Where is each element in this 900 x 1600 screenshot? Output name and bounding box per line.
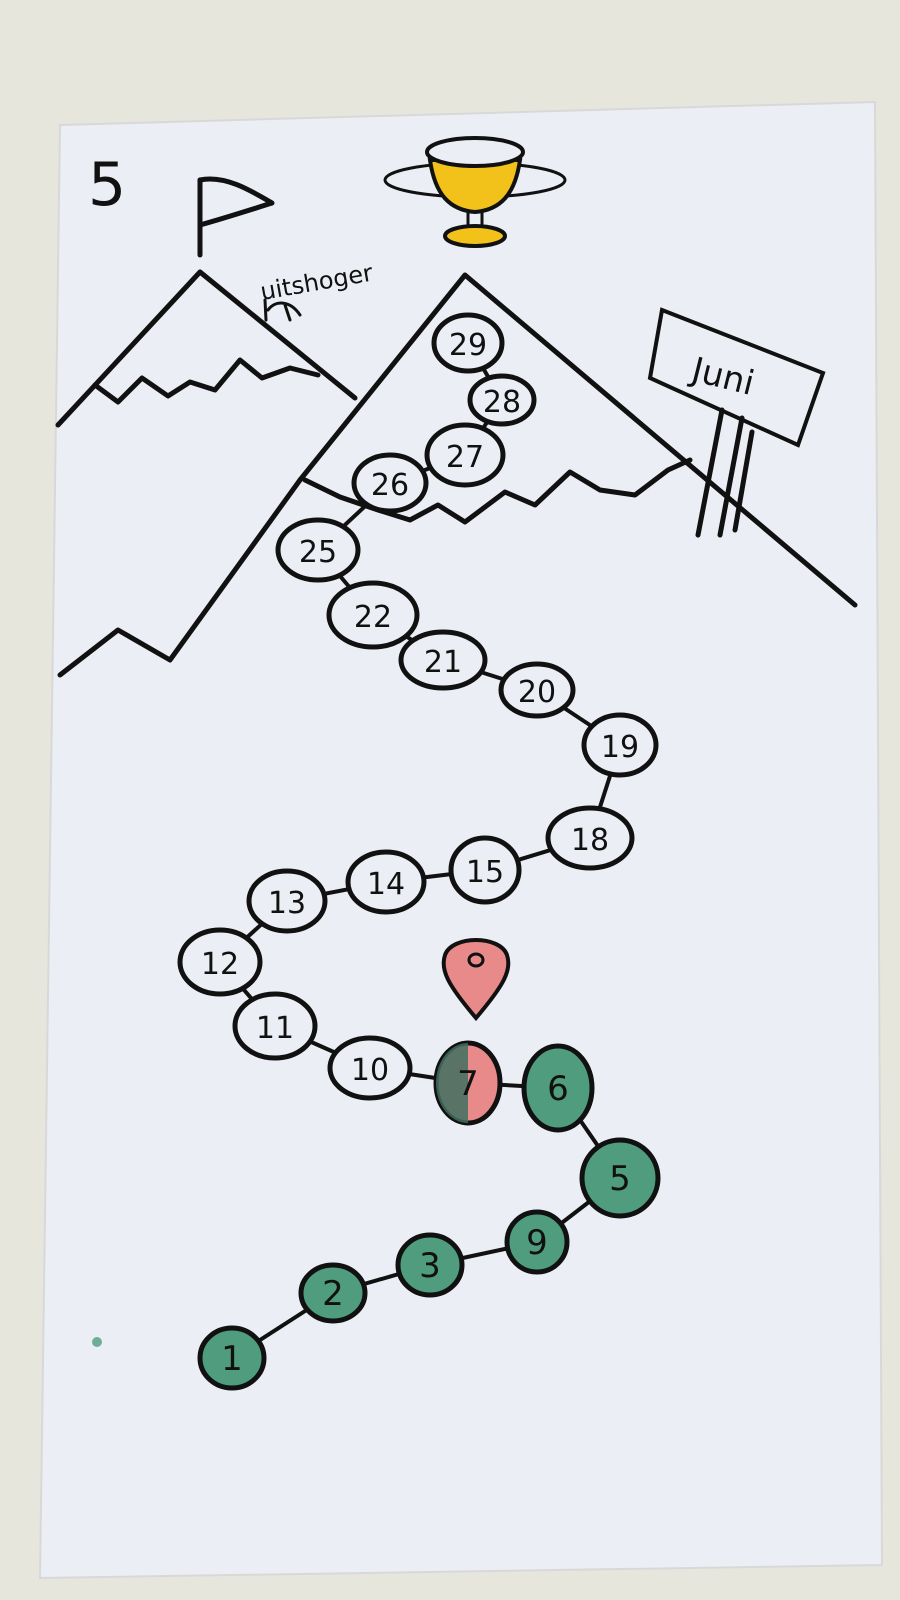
path-step: 10	[327, 1035, 413, 1101]
signpost-icon: Juni	[647, 307, 826, 538]
path-step-label: 9	[526, 1223, 548, 1263]
path-step-circle	[275, 517, 361, 583]
path-step-circle	[398, 629, 488, 691]
path-step: 9	[504, 1209, 570, 1275]
path-step: 2	[298, 1262, 368, 1324]
path-step-circle	[579, 1137, 661, 1219]
path-step-circle	[345, 849, 427, 915]
path-step-circle	[351, 452, 429, 514]
path-step-label: 3	[419, 1246, 441, 1286]
path-step-circle	[498, 661, 576, 719]
path-step-circle	[521, 1043, 595, 1133]
path-step: 22	[326, 580, 420, 650]
path-step: 18	[545, 805, 635, 871]
path-step: 1	[197, 1325, 267, 1391]
path-step-label: 18	[571, 823, 609, 858]
path-step: 5	[579, 1137, 661, 1219]
path-step: 25	[275, 517, 361, 583]
map-pin-icon	[441, 938, 511, 1022]
trophy-icon	[383, 136, 567, 248]
path-step: 20	[498, 661, 576, 719]
path-step-label: 19	[601, 730, 639, 765]
path-step-label: 14	[367, 867, 405, 902]
path-step-circle	[298, 1262, 368, 1324]
path-step-label: 29	[449, 328, 487, 363]
path-step-label: 1	[221, 1339, 243, 1379]
path-step: 13	[246, 868, 328, 934]
path-step-circle	[197, 1325, 267, 1391]
path-step-label: 7	[457, 1064, 479, 1104]
path-step-label: 27	[446, 440, 484, 475]
path-step: 7	[433, 1040, 503, 1126]
path-step-circle	[395, 1232, 465, 1298]
path-step: 26	[351, 452, 429, 514]
flag-icon	[197, 176, 275, 258]
path-step-label: 10	[351, 1053, 389, 1088]
path-step-label: 11	[256, 1011, 294, 1046]
path-step-circle	[246, 868, 328, 934]
path-step-circle	[327, 1035, 413, 1101]
path-step: 29	[431, 312, 505, 374]
scribble-mark	[263, 298, 302, 322]
path-step-circle	[431, 312, 505, 374]
path-step-circle	[232, 991, 318, 1061]
path-step-label: 15	[466, 855, 504, 890]
path-step-circle	[467, 373, 537, 427]
path-step: 11	[232, 991, 318, 1061]
path-step: 28	[467, 373, 537, 427]
path-step-label: 13	[268, 886, 306, 921]
path-step-label: 28	[483, 385, 521, 420]
path-step-circle	[448, 835, 522, 905]
path-step: 3	[395, 1232, 465, 1298]
path-step-label: 21	[424, 645, 462, 680]
path-step-label: 12	[201, 947, 239, 982]
path-step-label: 22	[354, 600, 392, 635]
path-step-circle	[504, 1209, 570, 1275]
path-step: 21	[398, 629, 488, 691]
path-step-label: 2	[322, 1274, 344, 1314]
path-step-circle	[545, 805, 635, 871]
path-step: 14	[345, 849, 427, 915]
path-step: 6	[521, 1043, 595, 1133]
path-step: 12	[177, 927, 263, 997]
path-step-circle	[424, 422, 506, 488]
path-step-circle	[326, 580, 420, 650]
path-step-label: 5	[609, 1159, 631, 1199]
ink-spot	[92, 1337, 102, 1347]
path-step: 15	[448, 835, 522, 905]
path-step-label: 25	[299, 535, 337, 570]
path-step: 27	[424, 422, 506, 488]
path-step-shading	[436, 1043, 468, 1123]
path-step-label: 20	[518, 675, 556, 710]
path-step-circle	[581, 712, 659, 778]
path-step-circle	[177, 927, 263, 997]
card-number: 5	[88, 150, 126, 220]
path-step-label: 6	[547, 1069, 569, 1109]
path-step: 19	[581, 712, 659, 778]
path-step-label: 26	[371, 468, 409, 503]
